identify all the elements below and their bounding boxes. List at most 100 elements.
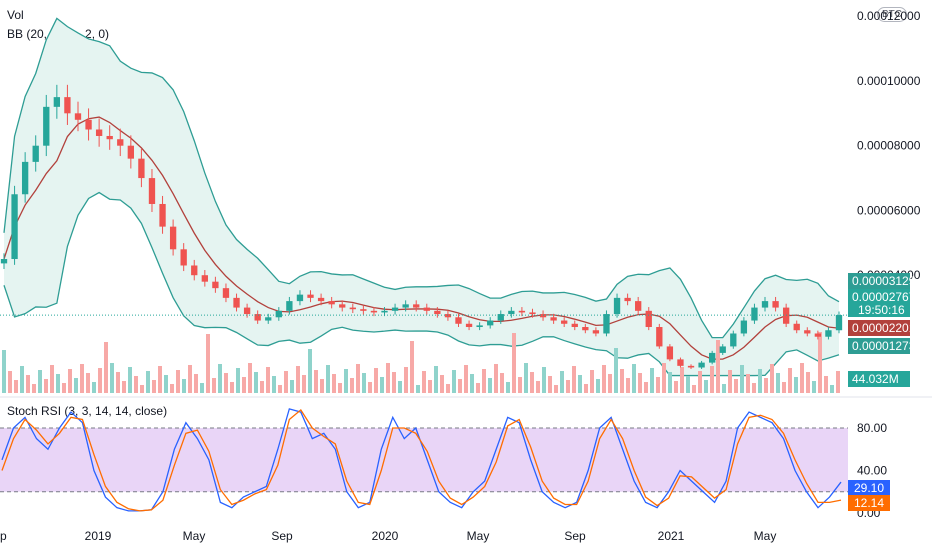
volume-bar: [212, 378, 216, 393]
candle-body: [444, 314, 452, 318]
volume-bar: [314, 370, 318, 393]
volume-bar: [50, 365, 54, 393]
candle: [550, 313, 557, 324]
volume-bar: [680, 367, 684, 393]
stoch-band-fill: [0, 428, 848, 492]
candle: [719, 344, 726, 355]
volume-bar: [464, 365, 468, 393]
candle-body: [804, 330, 811, 334]
candle-body: [571, 323, 578, 328]
candle: [804, 327, 811, 337]
volume-bar: [488, 378, 492, 393]
candle: [74, 101, 82, 132]
candle-body: [106, 135, 113, 140]
volume-bar: [68, 369, 72, 393]
volume-bar: [350, 378, 354, 393]
volume-bar: [368, 382, 372, 393]
candle: [465, 320, 473, 331]
candle-body: [64, 97, 71, 114]
candle: [814, 330, 822, 340]
volume-bar: [836, 371, 840, 393]
volume-bar: [722, 384, 726, 393]
candle: [233, 293, 240, 312]
time-axis-tick: 2020: [372, 529, 399, 543]
volume-bar: [86, 373, 90, 393]
pair-badge[interactable]: BTC: [877, 7, 907, 22]
volume-bar: [242, 377, 246, 393]
volume-bar: [446, 384, 450, 393]
candle-body: [21, 161, 29, 195]
volume-bar: [524, 363, 528, 393]
candle: [666, 344, 674, 362]
candle: [212, 276, 219, 293]
volume-bar: [752, 383, 756, 393]
candle: [455, 313, 462, 328]
candle: [339, 300, 346, 312]
bb-upper-price-label: 0.00003129: [852, 274, 916, 288]
candle-body: [582, 327, 589, 331]
volume-bar: [260, 381, 264, 393]
candle-body: [751, 307, 758, 321]
volume-bar: [296, 366, 300, 393]
price-axis-tick: 0.00006000: [857, 203, 921, 217]
volume-bar: [416, 385, 420, 393]
volume-bar: [674, 381, 678, 393]
candle: [43, 94, 50, 157]
candle: [191, 259, 198, 281]
volume-bar: [560, 371, 564, 393]
candle-body: [635, 301, 642, 311]
candle-body: [687, 365, 695, 368]
candle-body: [698, 362, 705, 368]
volume-bar: [602, 365, 606, 393]
volume-bar: [200, 383, 204, 393]
volume-bar: [698, 371, 702, 393]
volume-bar: [782, 382, 786, 393]
volume-bar: [236, 368, 240, 393]
candle-body: [761, 301, 769, 308]
candle-body: [550, 317, 557, 321]
price-axis-tick: 0.00008000: [857, 139, 921, 153]
candle-body: [709, 352, 716, 363]
time-axis-tick: 2021: [658, 529, 685, 543]
volume-indicator-label[interactable]: Vol: [7, 8, 24, 22]
volume-bar: [44, 379, 48, 393]
candle: [677, 357, 684, 368]
volume-bar: [632, 364, 636, 393]
time-axis-tick: Sep: [271, 529, 293, 543]
volume-bar: [794, 377, 798, 393]
volume-bar: [116, 372, 120, 393]
candle-body: [339, 304, 346, 308]
time-axis-tick: Sep: [564, 529, 586, 543]
candle: [613, 293, 621, 318]
candle: [698, 360, 705, 369]
candle-body: [476, 325, 483, 328]
candle-body: [772, 301, 779, 308]
candle-body: [243, 307, 251, 315]
candle-body: [286, 301, 293, 311]
volume-bar: [404, 367, 408, 393]
candle-body: [201, 275, 208, 282]
volume-bar: [812, 381, 816, 393]
bb-lower-price-label: 0.00001273: [852, 339, 916, 353]
candle-body: [413, 304, 420, 308]
countdown-label: 19:50:16: [858, 303, 905, 317]
candle: [349, 303, 356, 314]
candle: [307, 290, 314, 303]
volume-bar: [56, 374, 60, 393]
time-axis-tick: May: [467, 529, 490, 543]
candle: [561, 317, 568, 328]
stoch-rsi-indicator-label[interactable]: Stoch RSI (3, 3, 14, 14, close): [7, 404, 168, 418]
candle-body: [43, 106, 50, 146]
candle-body: [307, 294, 314, 298]
time-axis-tick: p: [0, 529, 7, 543]
volume-bar: [818, 332, 822, 393]
volume-bar: [278, 385, 282, 393]
volume-bar: [596, 379, 600, 393]
volume-bar: [386, 363, 390, 393]
candle-body: [370, 310, 378, 313]
volume-bar: [20, 366, 24, 393]
volume-bar: [650, 368, 654, 393]
candle-body: [391, 307, 399, 311]
volume-bar: [224, 373, 228, 393]
